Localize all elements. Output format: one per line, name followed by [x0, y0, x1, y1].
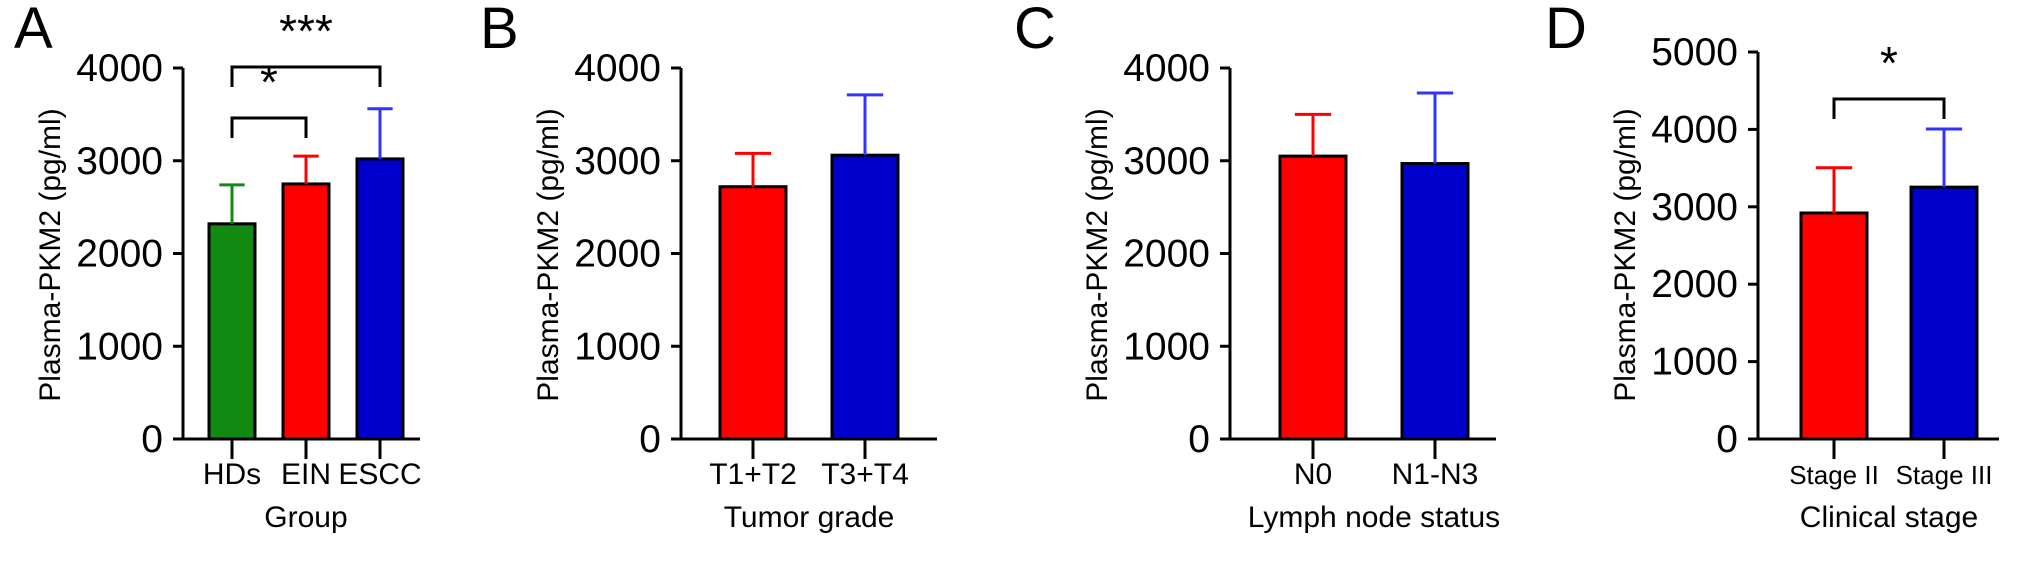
svg-text:ESCC: ESCC [338, 458, 421, 491]
svg-text:5000: 5000 [1651, 31, 1738, 74]
svg-text:*: * [1880, 37, 1898, 89]
svg-text:2000: 2000 [1123, 233, 1210, 276]
svg-text:2000: 2000 [574, 233, 661, 276]
svg-text:3000: 3000 [1651, 186, 1738, 229]
svg-text:1000: 1000 [574, 325, 661, 368]
svg-text:1000: 1000 [1651, 341, 1738, 384]
svg-text:Tumor grade: Tumor grade [724, 501, 895, 534]
svg-text:B: B [480, 0, 519, 61]
svg-text:Plasma-PKM2 (pg/ml): Plasma-PKM2 (pg/ml) [34, 108, 67, 401]
svg-text:4000: 4000 [1651, 108, 1738, 151]
svg-text:Stage III: Stage III [1896, 460, 1993, 490]
svg-text:2000: 2000 [1651, 263, 1738, 306]
svg-text:3000: 3000 [1123, 140, 1210, 183]
svg-text:3000: 3000 [574, 140, 661, 183]
svg-text:3000: 3000 [76, 140, 163, 183]
svg-text:Plasma-PKM2 (pg/ml): Plasma-PKM2 (pg/ml) [1609, 108, 1642, 401]
svg-text:N0: N0 [1294, 458, 1332, 491]
svg-text:0: 0 [141, 418, 163, 461]
svg-text:Lymph node status: Lymph node status [1248, 501, 1500, 534]
svg-text:1000: 1000 [1123, 325, 1210, 368]
svg-text:***: *** [279, 5, 333, 57]
svg-text:2000: 2000 [76, 233, 163, 276]
svg-text:0: 0 [639, 418, 661, 461]
svg-text:Clinical stage: Clinical stage [1800, 501, 1978, 534]
svg-text:Stage II: Stage II [1789, 460, 1879, 490]
svg-text:*: * [260, 56, 278, 108]
svg-text:0: 0 [1716, 418, 1738, 461]
svg-text:T1+T2: T1+T2 [709, 458, 797, 491]
svg-text:Group: Group [264, 501, 347, 534]
svg-text:Plasma-PKM2 (pg/ml): Plasma-PKM2 (pg/ml) [532, 108, 565, 401]
svg-text:1000: 1000 [76, 325, 163, 368]
svg-text:0: 0 [1188, 418, 1210, 461]
svg-text:HDs: HDs [203, 458, 261, 491]
svg-text:T3+T4: T3+T4 [821, 458, 909, 491]
svg-text:4000: 4000 [574, 47, 661, 90]
svg-text:D: D [1545, 0, 1587, 61]
svg-text:N1-N3: N1-N3 [1392, 458, 1479, 491]
svg-text:EIN: EIN [281, 458, 331, 491]
svg-text:4000: 4000 [76, 47, 163, 90]
svg-text:A: A [14, 0, 53, 61]
svg-text:4000: 4000 [1123, 47, 1210, 90]
svg-text:Plasma-PKM2 (pg/ml): Plasma-PKM2 (pg/ml) [1081, 108, 1114, 401]
svg-text:C: C [1014, 0, 1056, 61]
